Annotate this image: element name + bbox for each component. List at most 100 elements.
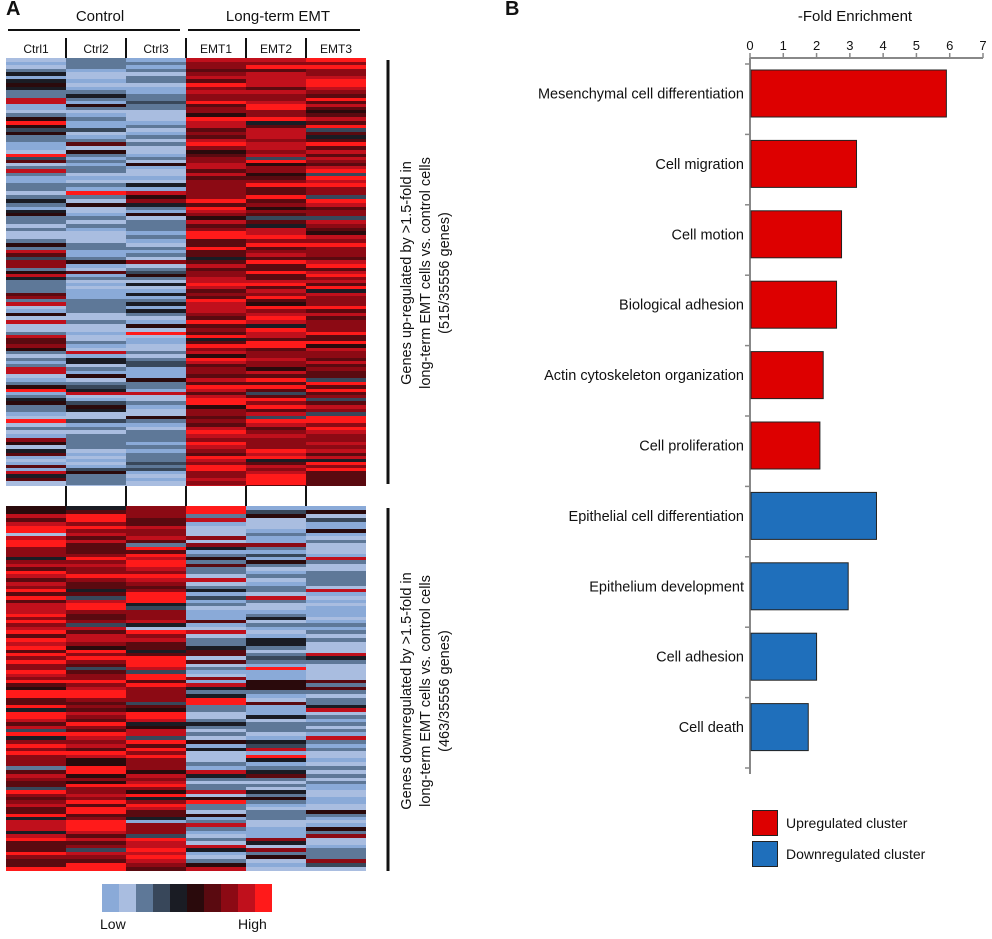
heatmap-cell — [126, 550, 186, 554]
heatmap-cell — [126, 72, 186, 76]
heatmap-cell — [66, 543, 126, 547]
heatmap-cell — [186, 87, 246, 90]
heatmap-cell — [306, 690, 366, 694]
heatmap-cell — [6, 790, 66, 794]
heatmap-cell — [186, 863, 246, 867]
heatmap-cell — [186, 423, 246, 427]
heatmap-cell — [6, 859, 66, 863]
heatmap-cell — [66, 351, 126, 354]
heatmap-cell — [306, 794, 366, 797]
heatmap-cell — [246, 135, 306, 139]
heatmap-cell — [306, 283, 366, 286]
heatmap-cell — [246, 371, 306, 374]
heatmap-cell — [306, 646, 366, 650]
heatmap-cell — [306, 468, 366, 471]
heatmap-cell — [306, 146, 366, 150]
heatmap-cell — [66, 606, 126, 610]
heatmap-cell — [66, 804, 126, 807]
heatmap-cell — [6, 810, 66, 814]
heatmap-cell — [66, 702, 126, 705]
x-tick-label: 1 — [780, 38, 787, 53]
heatmap-cell — [246, 271, 306, 274]
heatmap-cell — [126, 385, 186, 389]
heatmap-cell — [126, 855, 186, 859]
heatmap-cell — [246, 427, 306, 430]
heatmap-cell — [6, 302, 66, 306]
heatmap-cell — [246, 557, 306, 560]
heatmap-cell — [6, 650, 66, 653]
heatmap-cell — [246, 567, 306, 571]
heatmap-cell — [246, 173, 306, 176]
heatmap-cell — [6, 656, 66, 660]
chart-bars: Mesenchymal cell differentiation Cell mig… — [538, 69, 947, 752]
heatmap-cell — [246, 533, 306, 536]
heatmap-cell — [126, 589, 186, 592]
heatmap-cell — [126, 510, 186, 514]
heatmap-cell — [66, 283, 126, 286]
heatmap-cell — [126, 774, 186, 778]
heatmap-cell — [66, 142, 126, 146]
heatmap-cell — [246, 638, 306, 642]
heatmap-cell — [66, 277, 126, 280]
heatmap-cell — [306, 187, 366, 191]
heatmap-cell — [126, 416, 186, 419]
heatmap-cell — [186, 623, 246, 627]
heatmap-cell — [186, 859, 246, 863]
heatmap-cell — [306, 117, 366, 121]
heatmap-cell — [126, 328, 186, 332]
heatmap-cell — [186, 478, 246, 481]
heatmap-cell — [126, 852, 186, 855]
heatmap-cell — [246, 274, 306, 277]
heatmap-cell — [186, 536, 246, 540]
x-tick-label: 6 — [946, 38, 953, 53]
heatmap-cell — [246, 855, 306, 859]
heatmap-cell — [246, 110, 306, 113]
bar — [750, 562, 849, 611]
heatmap-cell — [306, 557, 366, 560]
heatmap-cell — [306, 485, 366, 486]
heatmap-cell — [66, 160, 126, 163]
heatmap-cell — [126, 316, 186, 320]
heatmap-cell — [246, 560, 306, 564]
color-scale-step — [204, 884, 221, 912]
heatmap-cell — [6, 76, 66, 79]
heatmap-cell — [126, 401, 186, 405]
heatmap-cell — [186, 560, 246, 564]
heatmap-cell — [186, 195, 246, 199]
heatmap-cell — [246, 324, 306, 328]
heatmap-cell — [126, 166, 186, 169]
heatmap-cell — [246, 827, 306, 831]
heatmap-cell — [246, 680, 306, 683]
heatmap-cell — [126, 110, 186, 113]
heatmap-cell — [126, 660, 186, 664]
heatmap-cell — [186, 642, 246, 646]
heatmap-cell — [126, 634, 186, 638]
heatmap-cell — [66, 98, 126, 101]
heatmap-cell — [306, 744, 366, 748]
heatmap-cell — [6, 289, 66, 293]
heatmap-cell — [246, 867, 306, 871]
heatmap-cell — [246, 250, 306, 253]
heatmap-cell — [186, 694, 246, 698]
heatmap-cell — [126, 412, 186, 416]
heatmap-cell — [246, 382, 306, 385]
heatmap-cell — [6, 518, 66, 522]
heatmap-cell — [6, 324, 66, 328]
group-label-long-term-emt: Long-term EMT — [225, 8, 331, 25]
heatmap-cell — [186, 257, 246, 260]
heatmap-cell — [246, 107, 306, 110]
heatmap-cell — [66, 224, 126, 228]
heatmap-cell — [66, 210, 126, 213]
heatmap-cell — [186, 374, 246, 378]
heatmap-cell — [306, 176, 366, 180]
heatmap-cell — [186, 302, 246, 306]
heatmap-cell — [306, 309, 366, 313]
heatmap-cell — [186, 445, 246, 449]
heatmap-cell — [246, 247, 306, 250]
heatmap-cell — [126, 817, 186, 820]
heatmap-cell — [6, 166, 66, 169]
heatmap-cell — [186, 550, 246, 554]
heatmap-cell — [126, 210, 186, 213]
heatmap-cell — [66, 213, 126, 216]
heatmap-cell — [6, 438, 66, 442]
